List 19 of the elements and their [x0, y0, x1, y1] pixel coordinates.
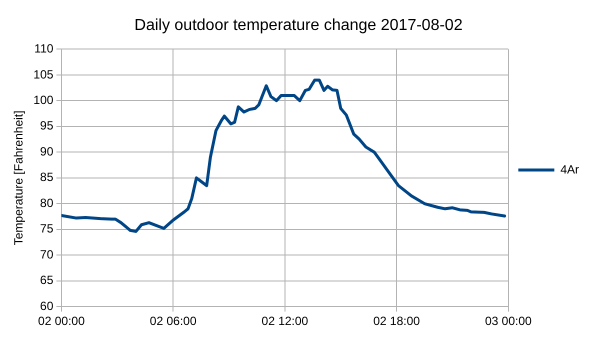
y-tick-label: 85 — [40, 170, 54, 184]
y-tick-label: 70 — [40, 247, 54, 262]
y-tick-label: 110 — [34, 42, 54, 56]
y-axis-title: Temperature [Fahrenheit] — [12, 110, 26, 246]
legend-label: 4Ar — [560, 162, 580, 176]
x-tick-label: 03 00:00 — [484, 314, 532, 328]
y-tick-label: 75 — [40, 222, 54, 236]
y-tick-label: 90 — [40, 144, 54, 158]
x-tick-label: 02 12:00 — [262, 314, 309, 328]
y-tick-label: 65 — [40, 273, 54, 288]
chart-title: Daily outdoor temperature change 2017-08-02 — [134, 17, 463, 34]
x-tick-label: 02 00:00 — [38, 314, 86, 328]
y-tick-label: 105 — [33, 67, 54, 82]
y-tick-label: 95 — [40, 118, 54, 133]
y-tick-label: 80 — [40, 196, 54, 210]
y-tick-label: 60 — [40, 298, 54, 313]
y-tick-label: 100 — [33, 92, 54, 107]
x-tick-label: 02 06:00 — [150, 314, 197, 328]
x-tick-label: 02 18:00 — [373, 314, 420, 328]
